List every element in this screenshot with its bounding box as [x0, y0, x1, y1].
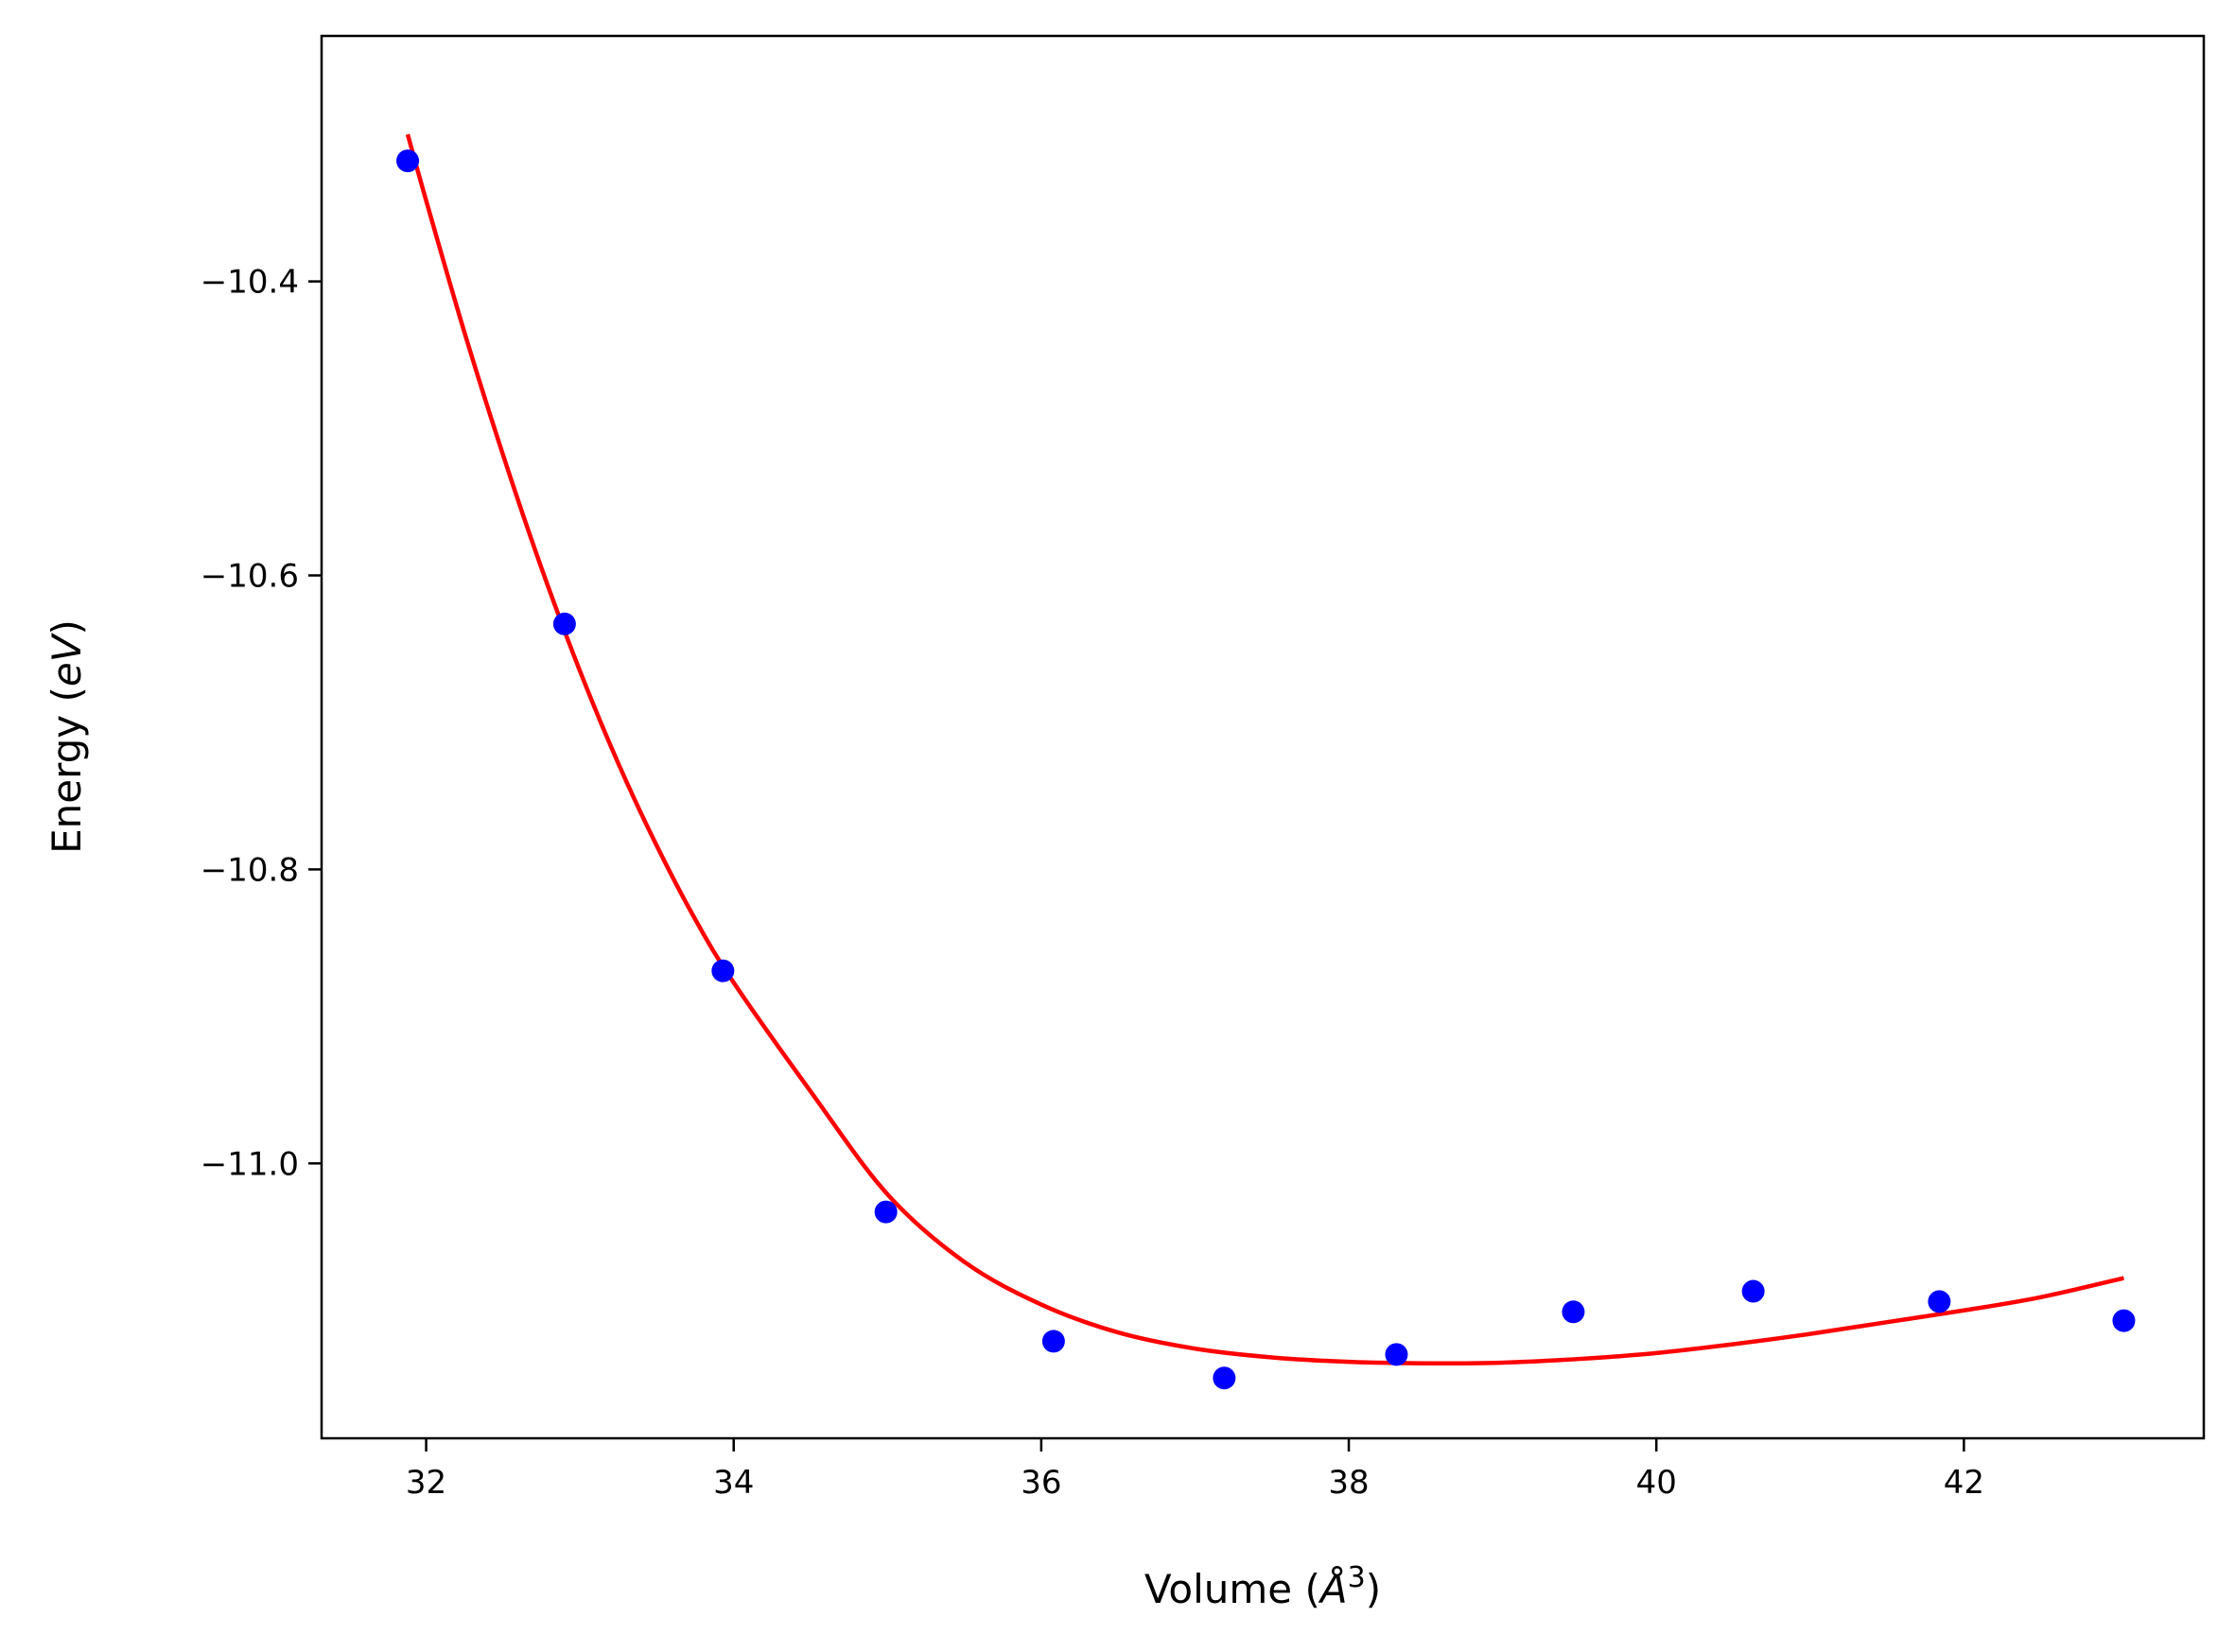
y-axis-title: Energy (eV): [44, 619, 90, 854]
data-point: [1928, 1290, 1951, 1313]
data-point: [1385, 1343, 1408, 1366]
fit-curve: [405, 133, 2124, 1366]
x-tick-label: 38: [1328, 1464, 1369, 1502]
plot-frame: [320, 34, 2206, 1440]
data-points-layer: [396, 149, 2136, 1390]
y-tick-label: −10.4: [201, 264, 299, 302]
data-point: [552, 612, 576, 635]
x-tick-label: 42: [1944, 1464, 1984, 1502]
data-point: [1562, 1300, 1585, 1324]
y-tick-label: −10.6: [201, 558, 299, 596]
data-point: [874, 1200, 898, 1224]
y-tick-label: −11.0: [201, 1145, 299, 1183]
data-point: [1741, 1279, 1765, 1303]
data-point: [1213, 1366, 1236, 1390]
fit-curve-layer: [405, 133, 2124, 1366]
x-tick-label: 36: [1021, 1464, 1061, 1502]
data-point: [2112, 1309, 2136, 1332]
data-point: [711, 959, 735, 983]
data-point: [1041, 1330, 1065, 1353]
plot-area: [322, 36, 2204, 1438]
data-point: [396, 149, 420, 173]
x-tick-label: 32: [406, 1464, 446, 1502]
x-axis-title: Volume (Å3): [1144, 1561, 1381, 1613]
y-axis-ticks: −10.4 −10.6 −10.8 −11.0: [201, 264, 322, 1183]
y-tick-label: −10.8: [201, 851, 299, 889]
x-tick-label: 34: [713, 1464, 754, 1502]
x-tick-label: 40: [1636, 1464, 1677, 1502]
x-axis-ticks: 32 34 36 38 40 42: [406, 1438, 1984, 1502]
